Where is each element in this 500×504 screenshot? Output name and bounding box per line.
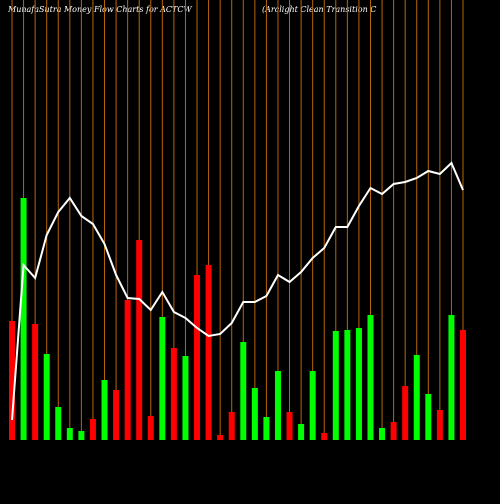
bar bbox=[332, 331, 339, 440]
bar bbox=[159, 317, 166, 440]
bar bbox=[32, 324, 39, 440]
bar bbox=[147, 416, 154, 440]
bar bbox=[286, 412, 293, 440]
bar bbox=[344, 330, 351, 440]
bar bbox=[460, 330, 466, 440]
bar bbox=[194, 275, 201, 440]
bar bbox=[298, 424, 305, 440]
flow-line bbox=[11, 161, 464, 421]
bar bbox=[20, 198, 27, 440]
bar bbox=[263, 417, 270, 440]
bar bbox=[240, 342, 247, 440]
bar bbox=[89, 419, 96, 440]
bar bbox=[136, 240, 143, 440]
bar bbox=[274, 371, 281, 440]
chart-title: MunafaSutra Money Flow Charts for ACTCW bbox=[7, 5, 192, 14]
bar bbox=[425, 394, 432, 440]
bar bbox=[55, 407, 62, 440]
bar bbox=[321, 433, 328, 440]
bar bbox=[228, 412, 235, 440]
bar bbox=[205, 265, 212, 440]
bar bbox=[367, 315, 374, 440]
chart-subtitle: (Arclight Clean Transition C bbox=[262, 5, 376, 14]
bar bbox=[436, 410, 443, 440]
bar bbox=[43, 354, 50, 440]
bar bbox=[78, 431, 85, 440]
bar bbox=[101, 380, 108, 440]
bar bbox=[170, 348, 177, 440]
bar bbox=[379, 428, 386, 440]
bar bbox=[217, 435, 224, 440]
bar bbox=[113, 390, 120, 440]
bar bbox=[413, 355, 420, 440]
bar bbox=[390, 422, 397, 440]
bar bbox=[182, 356, 189, 440]
bar bbox=[355, 328, 362, 440]
bar bbox=[66, 428, 73, 440]
bar bbox=[309, 371, 316, 440]
bar bbox=[124, 300, 131, 440]
bar bbox=[9, 321, 15, 440]
bar bbox=[251, 388, 258, 440]
bar bbox=[402, 386, 409, 440]
bar bbox=[448, 315, 455, 440]
